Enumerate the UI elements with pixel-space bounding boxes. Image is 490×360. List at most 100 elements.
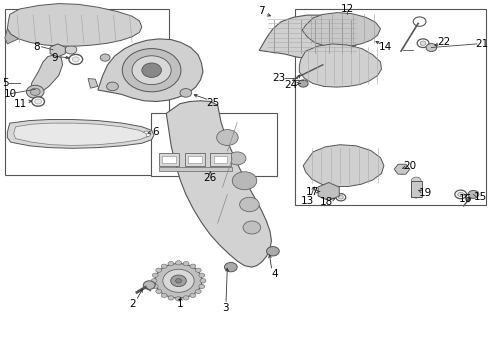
Circle shape [415, 19, 423, 26]
Polygon shape [50, 44, 65, 57]
Circle shape [240, 197, 259, 212]
Circle shape [142, 63, 161, 77]
Circle shape [168, 261, 174, 266]
Circle shape [426, 44, 437, 51]
Text: 3: 3 [222, 303, 229, 313]
Text: 1: 1 [177, 299, 183, 309]
Bar [150, 113, 277, 176]
Bar [188, 156, 202, 163]
Circle shape [163, 269, 194, 292]
Circle shape [196, 268, 201, 273]
Text: 25: 25 [206, 98, 220, 108]
Text: 11: 11 [14, 99, 27, 109]
Circle shape [152, 273, 158, 278]
Polygon shape [303, 145, 384, 186]
Circle shape [267, 247, 279, 256]
Circle shape [100, 54, 110, 61]
Text: 13: 13 [300, 196, 314, 206]
Circle shape [175, 297, 181, 301]
Bar [5, 9, 169, 175]
Circle shape [183, 261, 189, 266]
Circle shape [420, 41, 426, 45]
Circle shape [152, 284, 158, 288]
Circle shape [413, 17, 426, 26]
Text: 19: 19 [419, 188, 432, 198]
Circle shape [298, 80, 308, 87]
Circle shape [171, 275, 186, 287]
Text: 15: 15 [474, 192, 487, 202]
Circle shape [411, 177, 421, 184]
Circle shape [16, 131, 24, 137]
Polygon shape [98, 39, 203, 102]
Text: 2: 2 [130, 299, 136, 309]
Text: 7: 7 [258, 6, 265, 16]
Polygon shape [5, 29, 19, 44]
Circle shape [200, 279, 206, 283]
Text: 23: 23 [272, 73, 285, 84]
Circle shape [161, 264, 167, 269]
Circle shape [156, 268, 162, 273]
Circle shape [228, 152, 246, 165]
Circle shape [65, 45, 77, 54]
Text: 18: 18 [320, 197, 333, 207]
Polygon shape [14, 123, 147, 145]
Circle shape [107, 82, 119, 91]
Circle shape [175, 279, 181, 283]
Text: 16: 16 [459, 194, 472, 204]
Circle shape [69, 54, 83, 64]
Polygon shape [166, 101, 271, 267]
Bar [411, 181, 421, 197]
Circle shape [32, 97, 45, 106]
Circle shape [468, 190, 479, 198]
Circle shape [151, 279, 157, 283]
Circle shape [243, 221, 261, 234]
Polygon shape [259, 15, 360, 59]
Polygon shape [31, 55, 63, 94]
Bar [159, 167, 232, 171]
Circle shape [132, 56, 171, 85]
Text: 14: 14 [379, 42, 392, 52]
Circle shape [455, 190, 466, 199]
Circle shape [132, 131, 140, 137]
Circle shape [199, 284, 205, 288]
Text: 17: 17 [305, 186, 318, 197]
Polygon shape [299, 44, 382, 87]
Text: 22: 22 [438, 37, 451, 48]
Text: 5: 5 [2, 78, 9, 88]
Bar [210, 153, 231, 166]
Circle shape [411, 191, 421, 198]
Circle shape [155, 264, 202, 298]
Circle shape [224, 262, 237, 272]
Circle shape [196, 289, 201, 293]
Circle shape [175, 261, 181, 265]
Text: 4: 4 [271, 269, 278, 279]
Polygon shape [88, 78, 98, 88]
Circle shape [143, 131, 150, 137]
Polygon shape [7, 4, 142, 46]
Circle shape [122, 49, 181, 92]
Text: 6: 6 [152, 127, 159, 138]
Circle shape [323, 187, 335, 196]
Circle shape [199, 273, 205, 278]
Circle shape [62, 131, 70, 137]
Circle shape [111, 131, 119, 137]
Bar [159, 153, 179, 166]
Circle shape [232, 172, 257, 190]
Polygon shape [302, 13, 381, 47]
Circle shape [87, 131, 95, 137]
Circle shape [156, 289, 162, 293]
Circle shape [217, 130, 238, 145]
Circle shape [168, 296, 174, 300]
Circle shape [161, 293, 167, 297]
Text: 12: 12 [341, 4, 354, 14]
Bar [214, 156, 227, 163]
Text: 26: 26 [204, 173, 217, 183]
Circle shape [73, 57, 79, 62]
Circle shape [190, 264, 196, 269]
Text: 20: 20 [403, 161, 416, 171]
Text: 10: 10 [4, 89, 17, 99]
Text: 21: 21 [475, 39, 489, 49]
Text: 24: 24 [284, 80, 297, 90]
Bar [185, 153, 205, 166]
Circle shape [180, 89, 192, 97]
